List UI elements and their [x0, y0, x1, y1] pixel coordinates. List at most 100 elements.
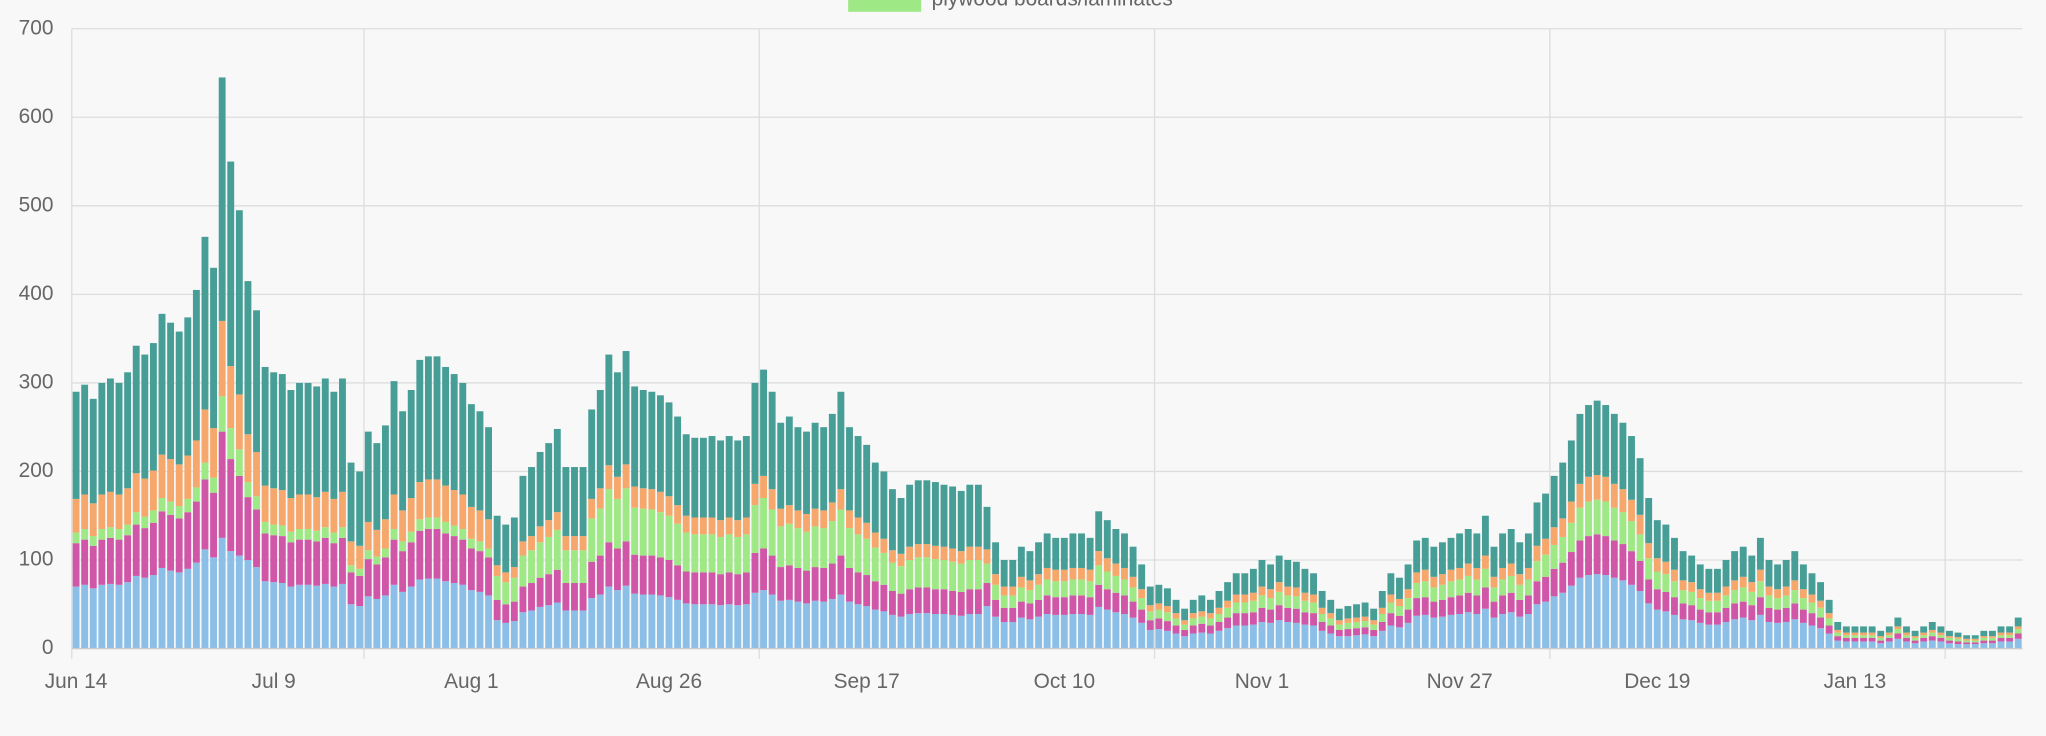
bar-segment	[1722, 607, 1730, 622]
bar-segment	[854, 517, 862, 535]
bar-segment	[596, 488, 604, 509]
bar-segment	[1121, 595, 1128, 615]
bar-segment	[622, 464, 630, 489]
bar-segment	[184, 512, 192, 569]
bar-segment	[390, 539, 398, 585]
y-tick-label: 700	[19, 16, 54, 39]
bar-segment	[1249, 568, 1257, 593]
bar-segment	[89, 503, 97, 537]
bar-segment	[1000, 559, 1008, 587]
bar-segment	[949, 486, 957, 549]
bar-segment	[1585, 476, 1592, 502]
bar-segment	[1619, 580, 1627, 649]
bar-segment	[339, 378, 346, 492]
bar-segment	[1241, 602, 1249, 614]
bar-segment	[571, 610, 578, 649]
bar-segment	[1181, 636, 1189, 649]
bar-segment	[863, 444, 871, 523]
bar-segment	[906, 546, 914, 560]
bar-segment	[1267, 622, 1275, 649]
bar-segment	[1610, 483, 1618, 508]
bar-segment	[1817, 617, 1825, 629]
bar-segment	[949, 561, 957, 591]
legend-label[interactable]: plywood boards/laminates	[932, 0, 1173, 11]
bar-segment	[682, 532, 690, 572]
bar-segment	[502, 524, 510, 573]
bar-segment	[424, 578, 432, 649]
bar-segment	[1585, 501, 1592, 537]
bar-segment	[1232, 573, 1240, 595]
bar-segment	[227, 428, 235, 460]
bar-segment	[1335, 620, 1343, 625]
bar-segment	[553, 569, 561, 603]
bar-segment	[1249, 592, 1257, 601]
bar-segment	[1439, 599, 1446, 617]
bar-segment	[949, 614, 957, 649]
x-tick-label: Jul 9	[252, 670, 296, 693]
bar-segment	[1791, 580, 1799, 591]
bar-segment	[528, 550, 535, 584]
bar-segment	[1593, 534, 1601, 575]
bar-segment	[923, 613, 931, 649]
bar-segment	[502, 622, 510, 649]
legend-swatch[interactable]	[848, 0, 922, 12]
bar-segment	[149, 343, 157, 471]
bar-segment	[1327, 599, 1335, 614]
bar-segment	[1241, 613, 1249, 626]
bar-segment	[983, 583, 991, 607]
bar-segment	[1430, 617, 1438, 649]
bar-segment	[614, 476, 621, 499]
bar-segment	[1396, 598, 1403, 607]
bar-segment	[528, 583, 535, 611]
bar-segment	[98, 539, 106, 585]
bar-segment	[1284, 595, 1292, 608]
bar-segment	[424, 517, 432, 530]
bar-segment	[201, 549, 209, 649]
bar-segment	[192, 562, 200, 649]
bar-segment	[1868, 635, 1876, 638]
bar-segment	[1653, 520, 1661, 559]
bar-segment	[1782, 621, 1790, 649]
bar-segment	[1164, 621, 1171, 631]
bar-segment	[1808, 602, 1816, 614]
bar-segment	[1705, 568, 1713, 593]
bar-segment	[1636, 560, 1644, 591]
bar-segment	[98, 584, 106, 649]
bar-segment	[158, 511, 166, 568]
bar-segment	[1774, 609, 1782, 623]
bar-segment	[656, 512, 664, 558]
bar-segment	[579, 550, 587, 584]
bar-segment	[1671, 569, 1678, 582]
bar-segment	[175, 518, 183, 573]
bar-segment	[1413, 598, 1421, 616]
bar-segment	[347, 565, 355, 573]
bar-segment	[1138, 598, 1146, 610]
bar-segment	[1576, 483, 1584, 508]
bar-segment	[1456, 614, 1464, 649]
bar-segment	[708, 572, 716, 605]
bar-segment	[854, 436, 862, 518]
bar-segment	[1447, 614, 1455, 649]
bar-segment	[1533, 604, 1541, 649]
bar-segment	[751, 592, 759, 649]
bar-segment	[1370, 620, 1378, 625]
bar-segment	[1155, 618, 1163, 630]
bar-segment	[72, 532, 80, 544]
y-tick-label: 100	[19, 548, 54, 571]
bar-segment	[2006, 641, 2014, 649]
bar-segment	[261, 581, 269, 649]
bar-segment	[1980, 637, 1988, 641]
bar-segment	[493, 620, 501, 649]
bar-segment	[2006, 626, 2014, 633]
bar-segment	[837, 594, 845, 649]
bar-segment	[244, 434, 252, 483]
bar-segment	[751, 483, 759, 506]
bar-segment	[485, 595, 492, 649]
bar-segment	[416, 530, 424, 580]
bar-segment	[1885, 635, 1893, 638]
bar-segment	[1353, 604, 1360, 618]
bar-segment	[1877, 636, 1885, 638]
bar-segment	[175, 464, 183, 506]
bar-segment	[1636, 514, 1644, 535]
bar-segment	[476, 411, 484, 511]
